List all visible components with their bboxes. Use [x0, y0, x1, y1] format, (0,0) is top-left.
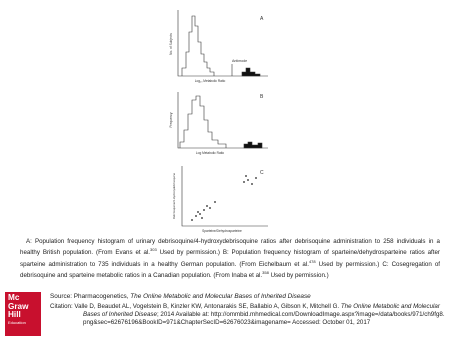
axes — [177, 92, 268, 149]
panel-b — [177, 92, 268, 149]
panel-letter: B — [260, 94, 264, 100]
histogram — [181, 15, 215, 76]
source-title: The Online Metabolic and Molecular Bases… — [130, 293, 311, 300]
source: Source: Pharmacogenetics, The Online Met… — [50, 293, 311, 301]
citation-rest: ; 2014 Available at: http://ommbid.mhmed… — [83, 311, 445, 327]
reference: 478 — [308, 258, 316, 264]
y-label: Frequency — [169, 112, 173, 127]
panel-letter: C — [260, 170, 264, 176]
reference: 358 — [262, 270, 269, 276]
logo-text: Graw — [8, 301, 29, 311]
panel-a — [177, 10, 268, 77]
citation-prefix: Citation: Valle D, Beaudet AL, Vogelstei… — [50, 303, 341, 310]
x-label: Sparteine/Dehydrosparteine — [202, 229, 242, 233]
x-label: Log₁₀ Metabolic Ratio — [195, 79, 226, 83]
histogram-tail — [241, 67, 261, 77]
caption-text: Used by permission.) — [268, 272, 329, 280]
panel-letter: A — [260, 16, 264, 22]
publisher-logo: Mc Graw Hill Education — [5, 292, 41, 336]
caption: A: Population frequency histogram of uri… — [20, 238, 440, 280]
reference: 303 — [150, 247, 157, 253]
source-prefix: Source: Pharmacogenetics, — [50, 293, 131, 300]
logo-text: Education — [8, 319, 26, 325]
caption-text: Used by permission.) C: Cosegregation of… — [20, 260, 440, 280]
histogram — [179, 95, 227, 148]
annotation: Antimode — [232, 59, 247, 63]
histogram-tail — [243, 141, 263, 149]
axes — [181, 166, 268, 227]
figure: A Antimode Log₁₀ Metabolic Ratio No. of … — [169, 10, 268, 233]
axes — [177, 10, 268, 77]
x-label: Log Metabolic Ratio — [196, 151, 224, 155]
caption-text: A: Population frequency histogram of uri… — [20, 238, 440, 257]
logo-text: Hill — [8, 310, 21, 320]
caption-text: Used by permission.) B: Population frequ… — [20, 249, 440, 268]
y-label: No. of Subjects — [169, 33, 173, 55]
citation-title: The Online Metabolic and Molecular Bases… — [83, 303, 440, 319]
logo-text: Mc — [8, 293, 20, 302]
citation: Citation: Valle D, Beaudet AL, Vogelstei… — [50, 303, 445, 328]
y-label: Debrisoquine/4-Hydroxydebrisoquine — [172, 173, 176, 219]
panel-c — [181, 166, 268, 227]
